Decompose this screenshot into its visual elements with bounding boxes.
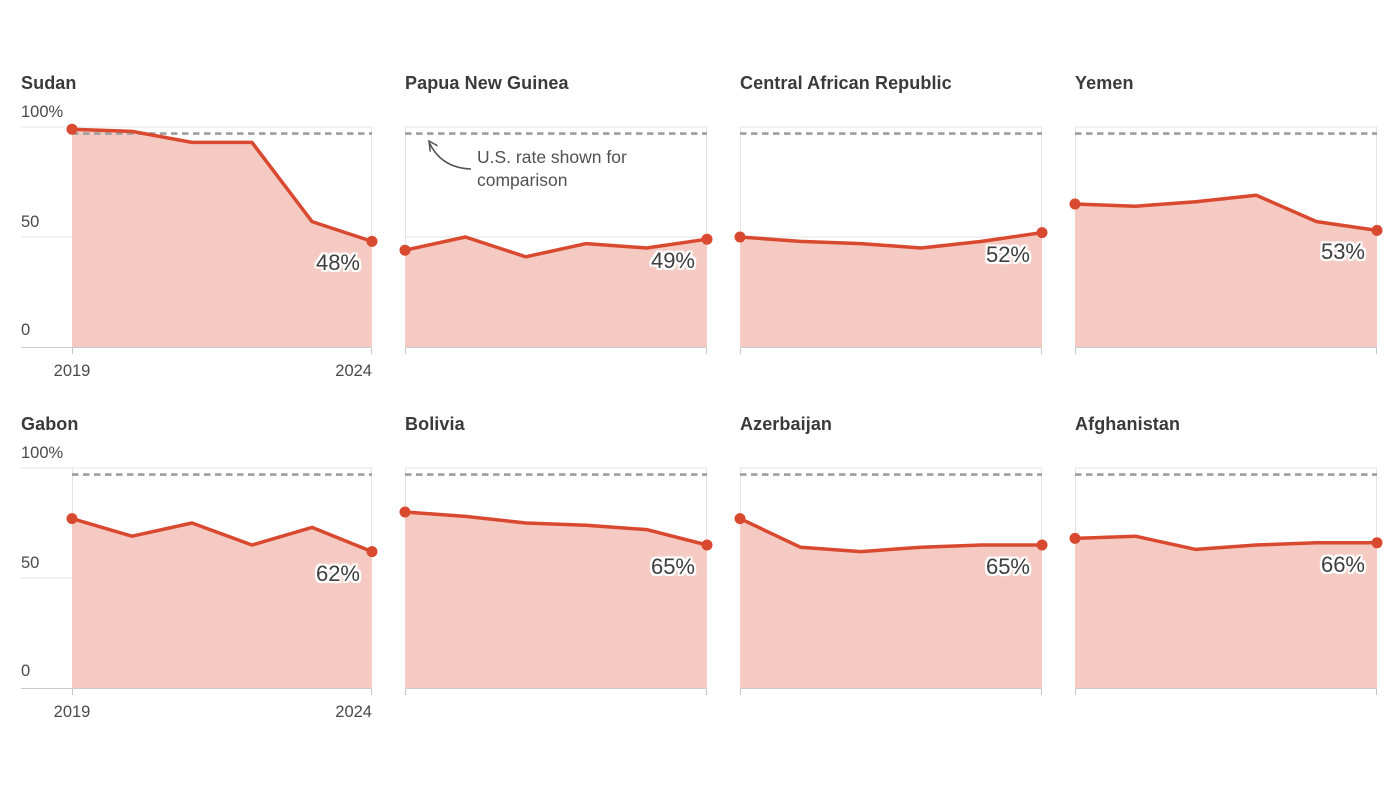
plot-area: 65% [734, 440, 1048, 698]
area-chart-svg [399, 467, 713, 695]
end-value-label: 52% [985, 241, 1030, 267]
start-dot [399, 506, 411, 518]
trend-line [1073, 534, 1379, 552]
start-dot [734, 513, 746, 525]
area-fill [72, 518, 372, 688]
plot-area: 100% 50 0 62% [21, 440, 378, 698]
y-tick-label-0: 0 [21, 662, 34, 681]
x-axis: 2019 2024 [21, 357, 372, 385]
trend-line [70, 127, 374, 244]
end-value-label: 49% [650, 248, 695, 274]
chart-central-african-republic: Central African Republic 52% [734, 72, 1048, 385]
chart-bolivia: Bolivia 65% [399, 413, 713, 726]
start-dot [399, 244, 411, 256]
chart-azerbaijan: Azerbaijan 65% [734, 413, 1048, 726]
start-dot [1069, 198, 1081, 210]
chart-title: Gabon [21, 414, 79, 434]
trend-line [403, 510, 709, 547]
area-fill [740, 232, 1042, 347]
end-value-label: 62% [315, 560, 360, 586]
end-value-label: 65% [985, 554, 1030, 579]
end-dot [1371, 537, 1383, 549]
end-dot [1036, 227, 1048, 239]
area-fill [405, 237, 707, 347]
plot-area: 65% [399, 440, 713, 698]
trend-line [1073, 193, 1379, 233]
area-chart-svg [734, 467, 1048, 695]
trend-line [738, 516, 1044, 554]
y-tick-label-100: 100% [21, 444, 67, 463]
y-tick-label-100: 100% [21, 103, 67, 122]
y-tick-label-0: 0 [21, 321, 34, 340]
start-dot [734, 231, 746, 243]
end-dot [701, 233, 713, 245]
trend-line [70, 516, 374, 554]
area-fill [1075, 195, 1377, 347]
end-dot [1036, 539, 1048, 551]
chart-title: Yemen [1075, 73, 1134, 93]
trend-line [403, 235, 709, 259]
end-value-label: 65% [650, 554, 695, 579]
end-value-label: 53% [1320, 239, 1365, 265]
end-dot [366, 235, 378, 247]
area-fill [72, 129, 372, 347]
area-chart-svg [1069, 126, 1383, 354]
chart-title: Papua New Guinea [405, 73, 569, 93]
chart-title: Azerbaijan [740, 414, 833, 434]
end-value-label: 66% [1320, 551, 1365, 577]
area-chart-svg [734, 126, 1048, 354]
plot-area: 49% U.S. rate shown for comparison [399, 99, 713, 357]
area-fill [740, 518, 1042, 688]
charts-grid: Sudan 100% 50 0 48% 2019 2024 Papua New … [21, 72, 1383, 726]
chart-papua-new-guinea: Papua New Guinea 49% U.S. rate shown for… [399, 72, 713, 385]
plot-area: 66% [1069, 440, 1383, 698]
area-chart-svg [21, 467, 378, 695]
plot-area: 53% [1069, 99, 1383, 357]
end-dot [1371, 224, 1383, 236]
start-dot [66, 123, 78, 135]
x-tick-label-2019: 2019 [53, 703, 91, 721]
x-axis: 2019 2024 [21, 698, 372, 726]
chart-title: Central African Republic [740, 73, 952, 93]
x-tick-label-2024: 2024 [335, 703, 372, 721]
end-dot [701, 539, 713, 551]
area-fill [405, 512, 707, 688]
area-chart-svg [399, 126, 713, 354]
y-tick-label-50: 50 [21, 554, 43, 573]
chart-title: Sudan [21, 73, 77, 93]
area-chart-svg [21, 123, 378, 354]
area-chart-svg [1069, 467, 1383, 695]
chart-gabon: Gabon 100% 50 0 62% 2019 2024 [21, 413, 378, 726]
area-fill [1075, 536, 1377, 688]
start-dot [1069, 532, 1081, 544]
chart-title: Afghanistan [1075, 414, 1181, 434]
end-value-label: 48% [315, 250, 360, 276]
trend-line [738, 230, 1044, 250]
chart-title: Bolivia [405, 414, 465, 434]
x-tick-label-2024: 2024 [335, 362, 372, 380]
start-dot [66, 513, 78, 525]
chart-yemen: Yemen 53% [1069, 72, 1383, 385]
y-tick-label-50: 50 [21, 213, 43, 232]
plot-area: 52% [734, 99, 1048, 357]
plot-area: 100% 50 0 48% [21, 99, 378, 357]
chart-sudan: Sudan 100% 50 0 48% 2019 2024 [21, 72, 378, 385]
x-tick-label-2019: 2019 [53, 362, 91, 380]
end-dot [366, 546, 378, 558]
chart-afghanistan: Afghanistan 66% [1069, 413, 1383, 726]
